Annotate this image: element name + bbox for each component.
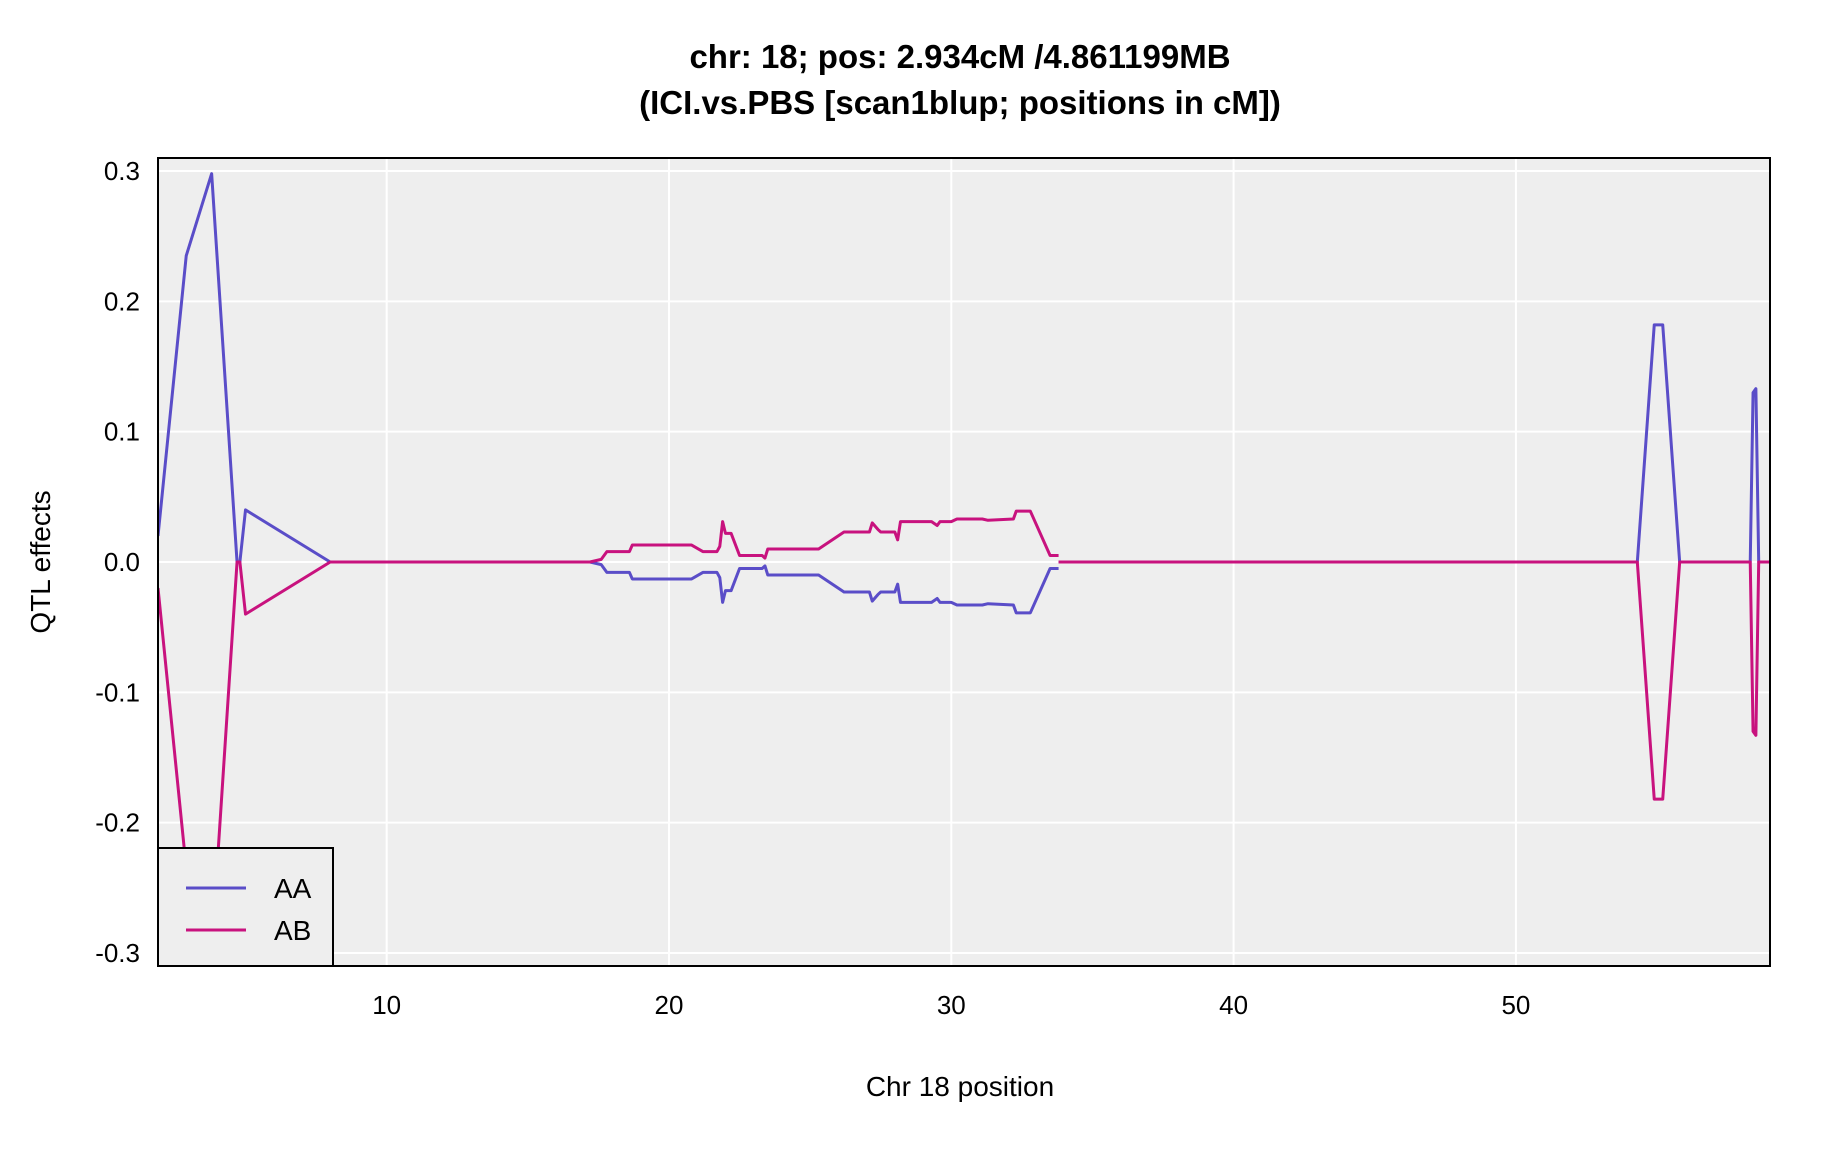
y-tick-label: 0.1: [104, 417, 140, 447]
y-tick-label: 0.0: [104, 547, 140, 577]
y-tick-label: -0.2: [95, 808, 140, 838]
y-axis-label: QTL effects: [25, 490, 56, 633]
y-tick-label: -0.1: [95, 677, 140, 707]
legend: AA AB: [157, 847, 334, 967]
legend-label-aa: AA: [274, 873, 312, 904]
x-tick-label: 40: [1219, 990, 1248, 1020]
series-line-ab-segment: [1058, 560, 1770, 801]
y-tick-label: -0.3: [95, 938, 140, 968]
x-axis-label: Chr 18 position: [866, 1071, 1054, 1102]
legend-box: [157, 847, 334, 967]
x-tick-label: 20: [655, 990, 684, 1020]
x-tick-label: 30: [937, 990, 966, 1020]
chart-title-line-1: chr: 18; pos: 2.934cM /4.861199MB: [689, 38, 1230, 75]
x-tick-label: 50: [1501, 990, 1530, 1020]
legend-label-ab: AB: [274, 915, 311, 946]
x-tick-label: 10: [372, 990, 401, 1020]
y-tick-label: 0.3: [104, 156, 140, 186]
y-tick-label: 0.2: [104, 286, 140, 316]
series-line-ab: [158, 509, 1059, 952]
series-line-aa: [158, 172, 1059, 615]
tick-layer: 10 20 30 40 50 0.3 0.2 0.1 0.0 -0.1 -0.2 -0.3: [95, 156, 1530, 1020]
series-layer: [158, 172, 1770, 952]
chart-title-line-2: (ICI.vs.PBS [scan1blup; positions in cM]…: [639, 84, 1281, 121]
plot-border: [157, 157, 1771, 967]
